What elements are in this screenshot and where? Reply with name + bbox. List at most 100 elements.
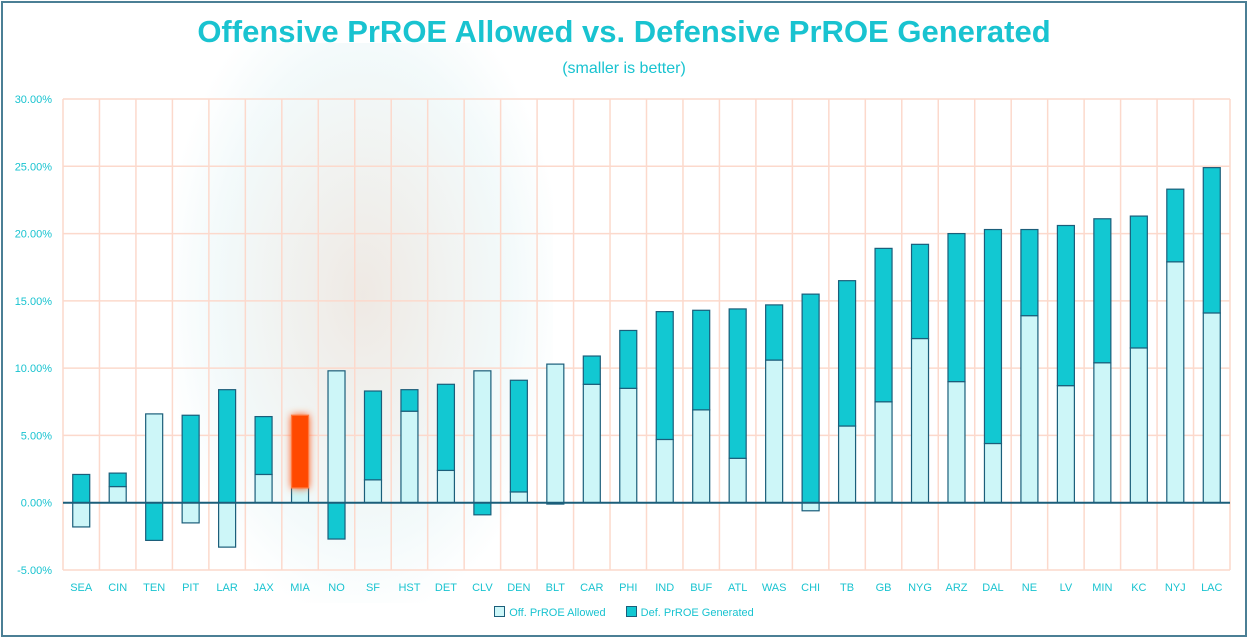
bar-off-tb (837, 425, 857, 504)
bar-off-was (765, 359, 784, 504)
bar-def-min (1093, 218, 1112, 364)
bar-def-jax (254, 415, 273, 476)
bar-off-hst (400, 410, 419, 504)
bar-off-lac (1202, 312, 1221, 504)
bar-off-ne (1020, 315, 1039, 504)
bar-def-car (582, 355, 601, 385)
chart-title: Offensive PrROE Allowed vs. Defensive Pr… (197, 14, 1051, 49)
bar-off-blt (546, 363, 565, 504)
x-tick-label: NO (328, 582, 345, 594)
bar-def-kc (1129, 215, 1148, 349)
bar-def-dal (983, 228, 1003, 445)
bar-off-nyj (1166, 261, 1185, 504)
bar-def-ne (1020, 228, 1039, 317)
y-tick-label: 5.00% (21, 430, 52, 442)
x-tick-label: ARZ (945, 582, 967, 594)
x-tick-label: CAR (580, 582, 603, 594)
bar-off-car (582, 383, 601, 504)
bar-def-hst (400, 389, 419, 412)
bar-off-min (1093, 362, 1112, 504)
legend-label-def: Def. PrROE Generated (640, 607, 754, 619)
x-tick-label: CHI (801, 582, 820, 594)
x-tick-label: CIN (108, 582, 127, 594)
bar-off-cin (108, 485, 127, 504)
bar-def-buf (692, 309, 711, 411)
bar-off-sf (363, 479, 383, 504)
bar-off-buf (692, 409, 711, 504)
bar-off-atl (728, 457, 747, 504)
bar-off-jax (254, 473, 273, 504)
x-tick-label: NE (1022, 582, 1037, 594)
bar-off-sea (72, 502, 91, 528)
legend-item-off: Off. PrROE Allowed (494, 606, 606, 619)
x-tick-label: HST (398, 582, 420, 594)
legend-swatch-off (494, 606, 506, 617)
bar-def-ten (145, 502, 164, 541)
x-tick-label: SF (366, 582, 380, 594)
y-tick-label: 20.00% (15, 229, 53, 241)
x-tick-label: PIT (182, 582, 199, 594)
bar-off-no (327, 370, 346, 504)
bar-def-tb (837, 280, 857, 427)
legend: Off. PrROE Allowed Def. PrROE Generated (0, 606, 1248, 619)
legend-item-def: Def. PrROE Generated (625, 606, 754, 619)
bar-def-arz (947, 232, 966, 383)
legend-swatch-def (625, 606, 637, 617)
bar-def-phi (619, 329, 638, 389)
x-tick-label: LAC (1201, 582, 1222, 594)
x-tick-label: IND (655, 582, 674, 594)
y-tick-label: 30.00% (15, 94, 53, 106)
x-tick-label: TB (840, 582, 854, 594)
x-tick-label: MIA (290, 582, 310, 594)
x-tick-label: JAX (253, 582, 274, 594)
x-tick-label: TEN (143, 582, 165, 594)
bar-off-pit (181, 502, 200, 524)
x-tick-label: LAR (216, 582, 237, 594)
bar-def-atl (728, 308, 747, 459)
x-tick-label: BLT (546, 582, 566, 594)
bar-off-clv (473, 370, 492, 504)
bar-def-sf (363, 390, 383, 481)
x-tick-label: NYJ (1165, 582, 1186, 594)
x-tick-label: SEA (70, 582, 93, 594)
x-tick-label: BUF (690, 582, 712, 594)
bar-off-phi (619, 387, 638, 504)
bar-def-den (509, 379, 528, 493)
bar-def-nyg (910, 243, 930, 340)
y-tick-label: -5.00% (17, 565, 52, 577)
y-tick-label: 0.00% (21, 498, 52, 510)
x-tick-label: GB (876, 582, 892, 594)
x-tick-label: KC (1131, 582, 1146, 594)
bar-off-mia (290, 487, 310, 504)
chart-subtitle: (smaller is better) (562, 60, 686, 77)
bar-off-ind (655, 438, 674, 504)
bar-def-lar (218, 389, 237, 504)
x-tick-label: MIN (1092, 582, 1112, 594)
bar-off-chi (801, 502, 820, 512)
bar-def-sea (72, 473, 91, 504)
bar-off-kc (1129, 347, 1148, 504)
bar-off-det (436, 469, 456, 504)
legend-label-off: Off. PrROE Allowed (509, 607, 606, 619)
bar-def-mia (290, 414, 310, 489)
bar-def-no (327, 502, 346, 540)
bar-def-gb (874, 247, 893, 403)
bar-off-gb (874, 401, 893, 504)
x-tick-label: DAL (982, 582, 1003, 594)
bar-off-nyg (910, 337, 930, 504)
bar-def-det (436, 383, 456, 472)
bar-off-lv (1056, 385, 1075, 504)
y-tick-label: 15.00% (15, 296, 53, 308)
x-tick-label: WAS (762, 582, 787, 594)
x-tick-label: NYG (908, 582, 932, 594)
bar-def-pit (181, 414, 200, 504)
bar-def-chi (801, 293, 820, 504)
bar-off-lar (218, 502, 237, 548)
bar-off-den (509, 491, 528, 504)
bar-off-dal (983, 442, 1003, 504)
x-tick-label: DEN (507, 582, 530, 594)
y-tick-label: 10.00% (15, 363, 53, 375)
bar-off-ten (145, 413, 164, 504)
x-tick-label: ATL (728, 582, 747, 594)
